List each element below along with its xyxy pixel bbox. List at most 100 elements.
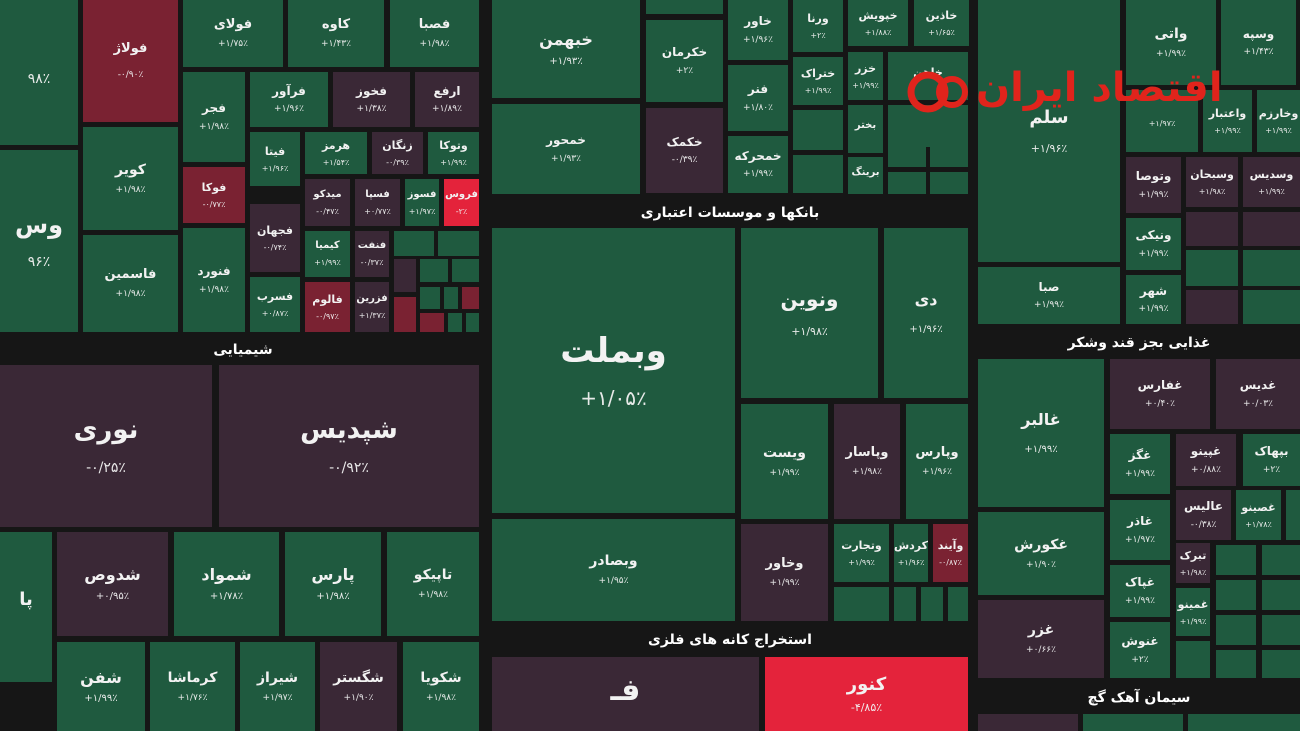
filler-tile[interactable] xyxy=(1083,714,1183,731)
stock-tile[interactable]: غنوش +۲٪ xyxy=(1110,622,1170,678)
stock-tile[interactable]: فالوم -۰/۹۷٪ xyxy=(305,282,350,332)
stock-tile[interactable]: غمینو +۱/۹۹٪ xyxy=(1176,588,1210,636)
stock-tile[interactable]: ونوین +۱/۹۸٪ xyxy=(741,228,878,398)
stock-tile[interactable]: فصبا +۱/۹۸٪ xyxy=(390,0,479,67)
filler-tile[interactable] xyxy=(888,172,926,194)
stock-tile[interactable]: فرآور +۱/۹۶٪ xyxy=(250,72,328,127)
stock-tile[interactable]: میدکو -۰/۴۷٪ xyxy=(305,179,350,226)
filler-tile[interactable] xyxy=(894,587,916,621)
stock-tile[interactable]: نوری -۰/۲۵٪ xyxy=(0,365,212,527)
filler-tile[interactable] xyxy=(834,587,889,621)
stock-tile[interactable]: وخاور +۱/۹۹٪ xyxy=(741,524,828,621)
filler-tile[interactable] xyxy=(1216,580,1256,610)
stock-tile[interactable]: شکویا +۱/۹۸٪ xyxy=(403,642,479,731)
filler-tile[interactable] xyxy=(462,287,479,309)
stock-tile[interactable]: وسپه +۱/۴۳٪ xyxy=(1221,0,1296,85)
stock-tile[interactable]: غگز +۱/۹۹٪ xyxy=(1110,434,1170,494)
stock-tile[interactable]: غدیس +۰/۰۳٪ xyxy=(1216,359,1300,429)
filler-tile[interactable] xyxy=(793,110,843,150)
stock-tile[interactable]: پا xyxy=(0,532,52,682)
stock-tile[interactable]: کردش +۱/۹۶٪ xyxy=(894,524,928,582)
filler-tile[interactable] xyxy=(978,714,1078,731)
stock-tile[interactable]: بپهاک +۲٪ xyxy=(1243,434,1300,486)
filler-tile[interactable] xyxy=(438,231,479,256)
filler-tile[interactable] xyxy=(1286,490,1300,540)
stock-tile[interactable]: فخوز +۱/۳۸٪ xyxy=(333,72,410,127)
stock-tile[interactable]: وپاسار +۱/۹۸٪ xyxy=(834,404,900,519)
stock-tile[interactable]: شدوص +۰/۹۵٪ xyxy=(57,532,168,636)
stock-tile[interactable]: فیتا +۱/۹۶٪ xyxy=(250,132,300,186)
stock-tile[interactable]: تاپیکو +۱/۹۸٪ xyxy=(387,532,479,636)
stock-tile[interactable]: واعتبار +۱/۹۹٪ xyxy=(1203,90,1252,152)
stock-tile[interactable]: فولاژ -۰/۹۰٪ xyxy=(83,0,178,122)
filler-tile[interactable] xyxy=(930,172,968,194)
stock-tile[interactable]: فجر +۱/۹۸٪ xyxy=(183,72,245,162)
stock-tile[interactable]: دی +۱/۹۶٪ xyxy=(884,228,968,398)
filler-tile[interactable] xyxy=(466,313,479,332)
filler-tile[interactable] xyxy=(448,313,462,332)
stock-tile[interactable]: فـ xyxy=(492,657,759,731)
stock-tile[interactable]: فنر +۱/۸۰٪ xyxy=(728,65,788,131)
stock-tile[interactable]: ویست +۱/۹۹٪ xyxy=(741,404,828,519)
stock-tile[interactable]: وبملت +۱/۰۵٪ xyxy=(492,228,735,513)
filler-tile[interactable] xyxy=(394,231,434,256)
stock-tile[interactable]: پارس +۱/۹۸٪ xyxy=(285,532,381,636)
stock-tile[interactable]: شیراز +۱/۹۷٪ xyxy=(240,642,315,731)
stock-tile[interactable]: فجهان -۰/۷۴٪ xyxy=(250,204,300,272)
stock-tile[interactable]: فسوز +۱/۹۷٪ xyxy=(405,179,439,226)
stock-tile[interactable]: غکورش +۱/۹۰٪ xyxy=(978,512,1104,595)
filler-tile[interactable] xyxy=(1243,212,1300,246)
stock-tile[interactable]: کیمیا +۱/۹۹٪ xyxy=(305,231,350,277)
stock-tile[interactable]: فسپا +۰/۷۷٪ xyxy=(355,179,400,226)
stock-tile[interactable] xyxy=(646,0,723,14)
stock-tile[interactable]: زنگان -۰/۳۹٪ xyxy=(372,132,423,174)
filler-tile[interactable] xyxy=(1262,580,1300,610)
filler-tile[interactable] xyxy=(1186,250,1238,286)
filler-tile[interactable] xyxy=(1243,250,1300,286)
stock-tile[interactable]: خبهمن +۱/۹۳٪ xyxy=(492,0,640,98)
stock-tile[interactable]: فوکا -۰/۷۷٪ xyxy=(183,167,245,223)
stock-tile[interactable]: شگستر +۱/۹۰٪ xyxy=(320,642,397,731)
stock-tile[interactable]: کاوه +۱/۴۳٪ xyxy=(288,0,384,67)
filler-tile[interactable] xyxy=(420,313,444,332)
filler-tile[interactable] xyxy=(420,259,448,282)
filler-tile[interactable] xyxy=(394,297,416,332)
stock-tile[interactable]: خکرمان +۲٪ xyxy=(646,20,723,102)
stock-tile[interactable]: خمحور +۱/۹۳٪ xyxy=(492,104,640,194)
stock-tile[interactable]: خزر +۱/۹۹٪ xyxy=(848,52,883,100)
stock-tile[interactable]: فولای +۱/۷۵٪ xyxy=(183,0,283,67)
filler-tile[interactable] xyxy=(1216,650,1256,678)
stock-tile[interactable]: سلم +۱/۹۶٪ xyxy=(978,0,1120,262)
stock-tile[interactable]: غاذر +۱/۹۷٪ xyxy=(1110,500,1170,560)
stock-tile[interactable]: وپارس +۱/۹۶٪ xyxy=(906,404,968,519)
stock-tile[interactable]: کنور -۴/۸۵٪ xyxy=(765,657,968,731)
stock-tile[interactable]: خپویش +۱/۸۸٪ xyxy=(848,0,908,46)
stock-tile[interactable]: عالیس -۰/۳۸٪ xyxy=(1176,490,1231,540)
filler-tile[interactable] xyxy=(444,287,458,309)
stock-tile[interactable]: وآیند -۰/۸۷٪ xyxy=(933,524,968,582)
filler-tile[interactable] xyxy=(1216,545,1256,575)
stock-tile[interactable]: صبا +۱/۹۹٪ xyxy=(978,267,1120,324)
filler-tile[interactable] xyxy=(1176,641,1210,678)
stock-tile[interactable]: غپاک +۱/۹۹٪ xyxy=(1110,565,1170,617)
stock-tile[interactable]: فنورد +۱/۹۸٪ xyxy=(183,228,245,332)
filler-tile[interactable] xyxy=(420,287,440,309)
stock-tile[interactable]: ختراک +۱/۹۹٪ xyxy=(793,57,843,105)
stock-tile[interactable]: وتجارت +۱/۹۹٪ xyxy=(834,524,889,582)
stock-tile[interactable]: بختر xyxy=(848,105,883,153)
filler-tile[interactable] xyxy=(888,147,926,167)
filler-tile[interactable] xyxy=(1262,650,1300,678)
filler-tile[interactable] xyxy=(921,587,943,621)
stock-tile[interactable]: خمحرکه +۱/۹۹٪ xyxy=(728,136,788,193)
stock-tile[interactable]: خاذین +۱/۶۵٪ xyxy=(914,0,969,46)
filler-tile[interactable] xyxy=(394,259,416,292)
filler-tile[interactable] xyxy=(1243,290,1300,324)
stock-tile[interactable]: غپینو +۰/۸۸٪ xyxy=(1176,434,1236,486)
stock-tile[interactable]: وس ۹۶٪ xyxy=(0,150,78,332)
filler-tile[interactable] xyxy=(793,155,843,193)
stock-tile[interactable]: تبرک +۱/۹۸٪ xyxy=(1176,543,1210,583)
stock-tile[interactable]: فروس -۲٪ xyxy=(444,179,479,226)
stock-tile[interactable]: وبصادر +۱/۹۵٪ xyxy=(492,519,735,621)
filler-tile[interactable] xyxy=(1186,212,1238,246)
stock-tile[interactable]: ارفع +۱/۸۹٪ xyxy=(415,72,479,127)
